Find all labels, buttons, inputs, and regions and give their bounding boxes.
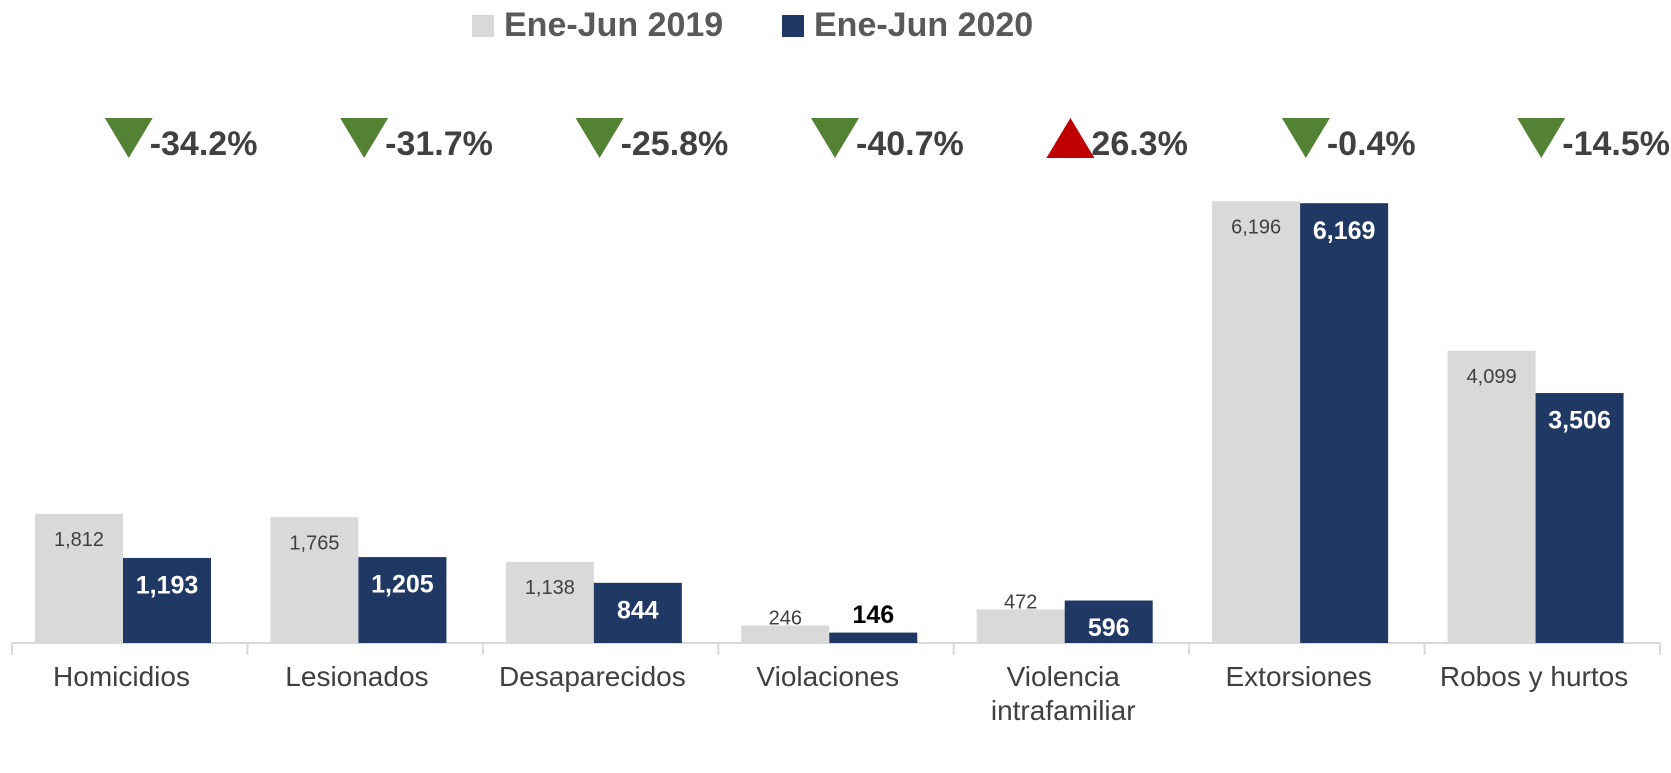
change-label: -25.8%: [621, 125, 729, 163]
change-indicator: [104, 118, 153, 158]
bar: [270, 517, 359, 643]
legend-swatch: [782, 15, 804, 37]
data-label: 1,812: [54, 529, 104, 551]
bar: [741, 625, 830, 643]
change-label: 26.3%: [1091, 125, 1187, 163]
data-label: 3,506: [1548, 407, 1611, 435]
bar: [593, 582, 682, 643]
legend-label: Ene-Jun 2020: [814, 6, 1033, 44]
change-indicator: [1281, 118, 1330, 158]
change-indicator: [1517, 118, 1566, 158]
bar: [123, 557, 211, 643]
bar: [35, 513, 123, 643]
legend-swatch: [472, 15, 494, 37]
x-tick-label: Extorsiones: [1225, 661, 1372, 692]
bar: [358, 557, 447, 643]
data-label: 146: [852, 601, 894, 629]
data-label: 1,765: [289, 532, 339, 554]
change-label: -0.4%: [1327, 125, 1416, 163]
x-tick-label: Lesionados: [285, 661, 429, 692]
bar: [1300, 203, 1389, 643]
data-label: 246: [769, 608, 802, 630]
data-label: 1,193: [136, 572, 199, 600]
change-indicator: [811, 118, 859, 158]
data-label: 1,205: [371, 571, 434, 599]
x-tick-label: Robos y hurtos: [1439, 661, 1629, 692]
data-label: 1,138: [525, 577, 575, 599]
bar: [1535, 393, 1624, 643]
x-tick-label: Desaparecidos: [498, 661, 686, 692]
bar: [505, 561, 594, 643]
data-label: 6,196: [1231, 217, 1281, 239]
data-label: 472: [1004, 592, 1037, 614]
bar: [976, 609, 1065, 643]
change-indicator: [340, 118, 389, 158]
bar: [829, 632, 918, 643]
x-tick-label: Violaciones: [756, 661, 900, 692]
change-indicator: [575, 118, 624, 158]
data-label: 4,099: [1467, 366, 1517, 388]
data-label: 6,169: [1313, 217, 1376, 245]
bar: [1064, 600, 1153, 643]
change-indicator: [1046, 118, 1095, 158]
x-tick-label: Homicidios: [53, 661, 190, 692]
change-label: -40.7%: [856, 125, 964, 163]
data-label: 844: [617, 596, 659, 624]
data-label: 596: [1088, 614, 1130, 642]
legend-label: Ene-Jun 2019: [504, 6, 723, 44]
change-label: -31.7%: [385, 125, 493, 163]
x-tick-label: Violencia intrafamiliar: [990, 661, 1136, 726]
bar: [1212, 201, 1301, 643]
bar: [1447, 350, 1536, 643]
change-label: -34.2%: [150, 125, 258, 163]
change-label: -14.5%: [1562, 125, 1670, 163]
